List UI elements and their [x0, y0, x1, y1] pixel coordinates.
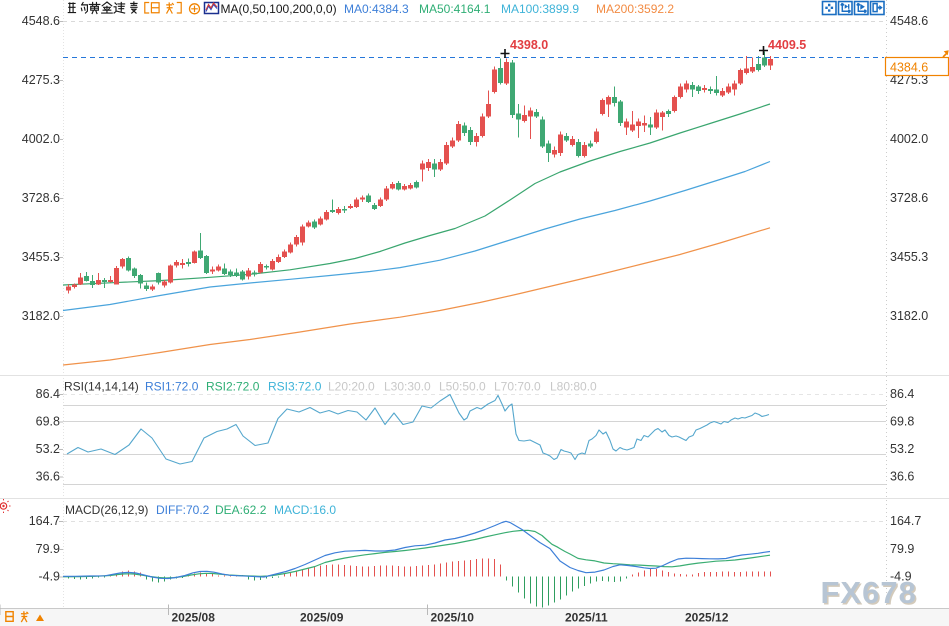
- svg-text:L50:50.0: L50:50.0: [439, 380, 486, 394]
- svg-text:MA(0,50,100,200,0,0): MA(0,50,100,200,0,0): [221, 2, 337, 16]
- svg-text:2025/09: 2025/09: [300, 611, 344, 625]
- svg-text:L20:20.0: L20:20.0: [328, 380, 375, 394]
- svg-text:FX678: FX678: [822, 577, 918, 612]
- svg-text:164.7: 164.7: [29, 514, 60, 528]
- svg-text:4398.0: 4398.0: [510, 38, 548, 52]
- svg-text:L80:80.0: L80:80.0: [550, 380, 597, 394]
- svg-text:2025/12: 2025/12: [685, 611, 729, 625]
- svg-text:164.7: 164.7: [890, 514, 921, 528]
- svg-text:4002.0: 4002.0: [890, 132, 928, 146]
- svg-text:3182.0: 3182.0: [22, 309, 60, 323]
- svg-text:-4.9: -4.9: [38, 570, 60, 584]
- svg-text:2025/11: 2025/11: [565, 611, 608, 625]
- svg-text:2025/10: 2025/10: [431, 611, 475, 625]
- svg-text:53.2: 53.2: [36, 442, 60, 456]
- svg-text:3182.0: 3182.0: [890, 309, 928, 323]
- svg-text:79.9: 79.9: [36, 542, 60, 556]
- svg-text:MA50:4164.1: MA50:4164.1: [419, 2, 491, 16]
- svg-text:MA0:4384.3: MA0:4384.3: [344, 2, 409, 16]
- svg-text:3455.3: 3455.3: [890, 250, 928, 264]
- svg-text:L70:70.0: L70:70.0: [494, 380, 541, 394]
- svg-text:2025/08: 2025/08: [172, 611, 216, 625]
- svg-text:3455.3: 3455.3: [22, 250, 60, 264]
- svg-text:FX678: FX678: [821, 575, 917, 610]
- svg-text:3728.6: 3728.6: [22, 191, 60, 205]
- svg-text:-4.9: -4.9: [890, 570, 912, 584]
- svg-text:MA200:3592.2: MA200:3592.2: [596, 2, 674, 16]
- svg-text:4275.3: 4275.3: [890, 73, 928, 87]
- svg-text:DIFF:70.2: DIFF:70.2: [156, 503, 210, 517]
- svg-text:86.4: 86.4: [36, 387, 60, 401]
- svg-text:79.9: 79.9: [890, 542, 914, 556]
- svg-text:DEA:62.2: DEA:62.2: [215, 503, 267, 517]
- svg-text:4548.6: 4548.6: [890, 14, 928, 28]
- svg-text:4275.3: 4275.3: [22, 73, 60, 87]
- svg-text:86.4: 86.4: [890, 387, 914, 401]
- svg-text:69.8: 69.8: [36, 415, 60, 429]
- svg-text:RSI3:72.0: RSI3:72.0: [268, 380, 322, 394]
- svg-text:MA100:3899.9: MA100:3899.9: [501, 2, 579, 16]
- svg-text:3728.6: 3728.6: [890, 191, 928, 205]
- svg-text:53.2: 53.2: [890, 442, 914, 456]
- svg-text:4409.5: 4409.5: [768, 38, 806, 52]
- svg-text:36.6: 36.6: [890, 470, 914, 484]
- svg-text:RSI1:72.0: RSI1:72.0: [145, 380, 199, 394]
- svg-text:4384.6: 4384.6: [890, 61, 928, 75]
- svg-text:MACD:16.0: MACD:16.0: [274, 503, 336, 517]
- svg-text:69.8: 69.8: [890, 415, 914, 429]
- svg-text:MACD(26,12,9): MACD(26,12,9): [65, 503, 148, 517]
- svg-text:RSI(14,14,14): RSI(14,14,14): [64, 380, 139, 394]
- svg-text:4002.0: 4002.0: [22, 132, 60, 146]
- svg-text:36.6: 36.6: [36, 470, 60, 484]
- svg-text:4548.6: 4548.6: [22, 14, 60, 28]
- svg-text:RSI2:72.0: RSI2:72.0: [206, 380, 260, 394]
- svg-text:L30:30.0: L30:30.0: [384, 380, 431, 394]
